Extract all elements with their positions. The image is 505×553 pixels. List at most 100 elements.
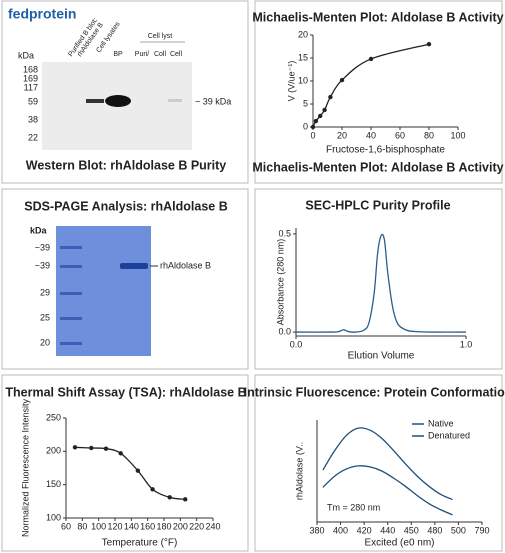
x-tick-label: 240 — [205, 521, 220, 531]
x-tick-label: 0 — [310, 130, 315, 140]
group-label: Cell lyst — [148, 33, 173, 40]
y-tick-label: 10 — [298, 75, 308, 85]
y-tick-label: 150 — [46, 479, 61, 489]
x-axis-label: Elution Volume — [348, 351, 415, 362]
x-tick-label: 1.0 — [460, 339, 473, 349]
marker-label: 29 — [40, 287, 50, 297]
legend-label: Native — [428, 418, 454, 428]
chart-title: Intrinsic Fluorescence: Protein Conforma… — [244, 385, 505, 399]
y-axis-label: V (V/ue⁻¹) — [286, 61, 296, 102]
marker-label: 38 — [28, 114, 38, 124]
marker-label: 117 — [24, 82, 38, 92]
y-tick-label: 0.5 — [278, 228, 291, 238]
chart-title: Michaelis-Menten Plot: Aldolase B Activi… — [252, 10, 503, 24]
x-tick-label: 380 — [309, 525, 324, 535]
x-axis-label: Fructose-1,6-bisphosphate — [326, 145, 445, 156]
x-tick-label: 120 — [107, 521, 122, 531]
lane-label: Coll — [154, 51, 167, 58]
data-point — [426, 42, 432, 47]
legend-label: Denatured — [428, 430, 470, 440]
data-point — [339, 77, 345, 83]
blot-band — [168, 99, 182, 102]
x-tick-label: 450 — [404, 525, 419, 535]
data-point — [310, 124, 316, 130]
panel — [254, 0, 503, 184]
x-tick-label: 100 — [91, 521, 106, 531]
data-point — [167, 495, 172, 500]
lane-label: BP — [113, 51, 123, 58]
unit-label: kDa — [30, 225, 48, 235]
y-tick-label: 200 — [46, 446, 61, 456]
x-tick-label: 220 — [189, 521, 204, 531]
marker-label: 22 — [28, 132, 38, 142]
data-point — [72, 445, 78, 450]
y-tick-label: 100 — [46, 512, 61, 522]
annotation: Tm = 280 nm — [327, 502, 380, 512]
gel — [56, 226, 151, 356]
y-axis-label: rhAldolase (V.. — [294, 442, 304, 500]
marker-label: 59 — [28, 96, 38, 106]
x-tick-label: 20 — [337, 130, 347, 140]
data-point — [368, 56, 374, 62]
marker-label: 25 — [40, 312, 50, 322]
x-axis-label: Excited (e0 nm) — [364, 538, 434, 549]
lane-label: Puri/ — [135, 51, 149, 58]
marker-label: ~39 — [35, 242, 50, 252]
blot-band — [105, 95, 131, 107]
data-line — [295, 233, 467, 333]
x-axis-label: Temperature (°F) — [102, 538, 178, 549]
marker-label: 169 — [23, 73, 38, 83]
x-tick-label: 40 — [366, 130, 376, 140]
marker-label: ~39 — [35, 260, 50, 270]
data-point — [313, 118, 319, 124]
data-line — [322, 465, 453, 516]
data-line — [322, 427, 453, 501]
unit-label: kDa — [18, 50, 34, 60]
x-tick-label: 140 — [124, 521, 139, 531]
y-tick-label: 5 — [303, 98, 308, 108]
x-tick-label: 160 — [140, 521, 155, 531]
data-point — [103, 446, 109, 451]
data-point — [135, 468, 141, 473]
data-point — [89, 445, 94, 451]
blot-band — [86, 99, 104, 103]
brand: fedprotein — [8, 6, 76, 22]
y-axis-label: Absorbance (280 nm) — [275, 239, 285, 326]
x-tick-label: 440 — [380, 525, 395, 535]
y-tick-label: 0 — [303, 121, 308, 131]
x-tick-label: 180 — [156, 521, 171, 531]
y-tick-label: 15 — [298, 52, 308, 62]
data-point — [318, 113, 323, 119]
y-tick-label: 20 — [298, 29, 308, 39]
chart-title: SEC-HPLC Purity Profile — [305, 198, 450, 212]
y-axis-label: Normalized Fluorescence Intensity — [20, 398, 30, 537]
x-tick-label: 80 — [424, 130, 434, 140]
y-tick-label: 0.0 — [278, 326, 291, 336]
sample-band — [120, 263, 148, 269]
lane-label: Cell — [170, 51, 183, 58]
x-tick-label: 480 — [427, 525, 442, 535]
y-tick-label: 250 — [46, 412, 61, 422]
data-point — [150, 487, 155, 492]
data-point — [183, 497, 188, 502]
x-tick-label: 200 — [173, 521, 188, 531]
panel — [1, 374, 249, 552]
band-label: ~ 39 kDa — [195, 96, 231, 106]
marker-label: 20 — [40, 337, 50, 347]
x-tick-label: 500 — [451, 525, 466, 535]
data-point — [118, 451, 123, 456]
panel-title: SDS-PAGE Analysis: rhAldolase B — [24, 199, 228, 213]
x-tick-label: 790 — [474, 525, 489, 535]
x-tick-label: 60 — [395, 130, 405, 140]
ladder-band — [60, 246, 82, 249]
band-label: rhAldolase B — [160, 260, 211, 270]
panel-title: Western Blot: rhAldolase B Purity — [26, 158, 227, 172]
data-point — [328, 94, 333, 100]
ladder-band — [60, 292, 82, 295]
ladder-band — [60, 342, 82, 345]
chart-caption: Michaelis-Menten Plot: Aldolase B Activi… — [252, 160, 503, 174]
x-tick-label: 420 — [357, 525, 372, 535]
ladder-band — [60, 265, 82, 268]
x-tick-label: 400 — [333, 525, 348, 535]
x-tick-label: 100 — [450, 130, 465, 140]
